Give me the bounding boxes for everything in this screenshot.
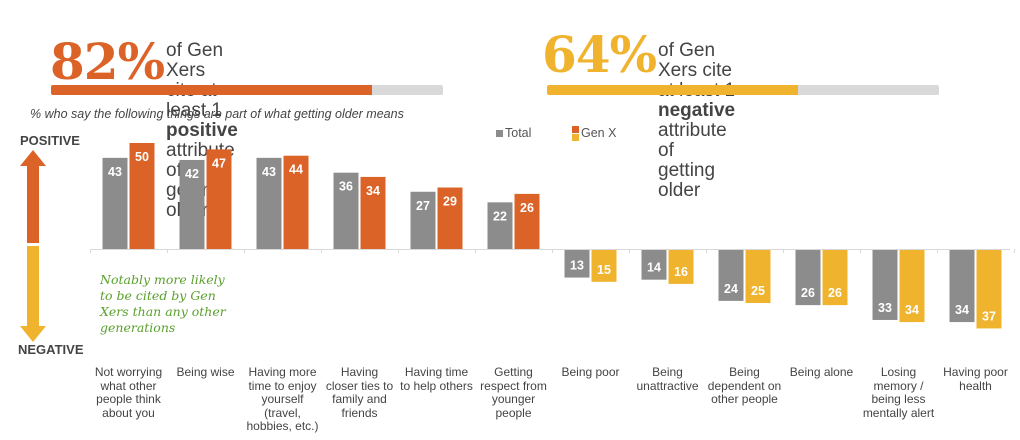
bar-total (718, 250, 744, 301)
bar-group: 13 15 (564, 250, 617, 282)
bar-genx (668, 250, 694, 284)
data-label-genx: 47 (212, 156, 226, 170)
data-label-genx: 34 (905, 303, 919, 317)
bar-genx (437, 187, 463, 249)
data-label-genx: 26 (520, 201, 534, 215)
category-label: Being alone (789, 365, 854, 379)
category-label: Being unattractive (636, 365, 699, 393)
data-label-total: 27 (416, 199, 430, 213)
bar-group: 34 37 (949, 250, 1002, 329)
negative-progress-fill (547, 85, 798, 95)
bar-genx (129, 143, 155, 249)
legend-item-genx: Gen X (572, 126, 617, 142)
bar-group: 24 25 (718, 250, 771, 303)
gen-x-note: Notably more likely to be cited by Gen X… (100, 272, 226, 335)
bar-group: 14 16 (641, 250, 694, 284)
category-label: Being dependent on other people (707, 365, 782, 406)
bar-total (795, 250, 821, 306)
legend-swatch-total (496, 130, 503, 138)
bar-group: 22 26 (487, 193, 540, 249)
positive-stat-emphasis: positive (166, 120, 238, 141)
category-label: Losing memory / being less mentally alert (862, 365, 935, 420)
data-label-total: 14 (647, 261, 661, 275)
bar-total (872, 250, 898, 320)
bar-genx (206, 149, 232, 249)
category-label: Being wise (176, 365, 235, 379)
data-label-genx: 26 (828, 286, 842, 300)
negative-arrow-icon (20, 246, 46, 342)
data-label-total: 26 (801, 286, 815, 300)
negative-stat-text-post: attribute of getting older (658, 120, 727, 201)
legend-item-total: Total (496, 126, 531, 140)
bar-total (641, 250, 667, 280)
bar-genx (360, 176, 386, 249)
data-label-genx: 34 (366, 184, 380, 198)
bar-group: 33 34 (872, 250, 925, 323)
negative-stat-text: of Gen Xers cite at least 1 negative att… (658, 41, 735, 201)
chart-subtitle: % who say the following things are part … (30, 107, 404, 121)
data-label-genx: 25 (751, 284, 765, 298)
bar-group: 26 26 (795, 250, 848, 306)
bar-genx (591, 250, 617, 282)
bar-group: 43 44 (256, 155, 309, 249)
bar-total (333, 172, 359, 249)
category-label: Having more time to enjoy yourself (travel,… (246, 365, 319, 433)
data-label-total: 43 (262, 165, 276, 179)
data-label-total: 22 (493, 209, 507, 223)
bar-genx (283, 155, 309, 249)
bar-total (487, 202, 513, 249)
bar-genx (745, 250, 771, 303)
data-label-total: 34 (955, 303, 969, 317)
data-label-total: 33 (878, 301, 892, 315)
bar-genx (899, 250, 925, 323)
negative-progress-track (547, 85, 939, 95)
data-label-genx: 29 (443, 195, 457, 209)
positive-axis-label: POSITIVE (20, 133, 80, 148)
legend-swatch-genx (572, 126, 579, 142)
bar-genx (976, 250, 1002, 329)
data-label-total: 36 (339, 180, 353, 194)
legend-label-total: Total (505, 126, 532, 140)
legend-label-genx: Gen X (581, 126, 617, 140)
bar-group: 43 50 (102, 143, 155, 249)
bar-total (949, 250, 975, 323)
positive-stat-value: 82% (50, 32, 165, 91)
bar-total (564, 250, 590, 278)
bar-genx (514, 193, 540, 249)
bar-group: 27 29 (410, 187, 463, 249)
negative-axis-label: NEGATIVE (18, 342, 84, 357)
category-label: Not worrying what other people think about … (94, 365, 163, 420)
polarity-arrow (20, 150, 46, 342)
data-label-genx: 50 (135, 150, 149, 164)
positive-arrow-icon (20, 150, 46, 243)
data-label-total: 13 (570, 259, 584, 273)
category-label: Having closer ties to family and friends (325, 365, 394, 420)
data-label-total: 42 (185, 167, 199, 181)
data-label-total: 24 (724, 282, 738, 296)
category-label: Being poor (561, 365, 620, 379)
category-label: Having poor health (943, 365, 1008, 393)
data-label-total: 43 (108, 165, 122, 179)
bar-total (256, 157, 282, 249)
data-label-genx: 16 (674, 265, 688, 279)
data-label-genx: 44 (289, 163, 303, 177)
category-label: Getting respect from younger people (480, 365, 547, 420)
negative-stat-value: 64% (542, 25, 657, 84)
bar-total (102, 157, 128, 249)
positive-progress-fill (51, 85, 373, 95)
bar-group: 42 47 (179, 149, 232, 249)
bar-group: 36 34 (333, 172, 386, 249)
data-label-genx: 37 (982, 309, 996, 323)
bar-genx (822, 250, 848, 306)
category-label: Having time to help others (400, 365, 473, 393)
bar-total (410, 191, 436, 249)
bar-total (179, 159, 205, 249)
positive-progress-track (51, 85, 443, 95)
data-label-genx: 15 (597, 263, 611, 277)
negative-stat-emphasis: negative (658, 100, 736, 121)
